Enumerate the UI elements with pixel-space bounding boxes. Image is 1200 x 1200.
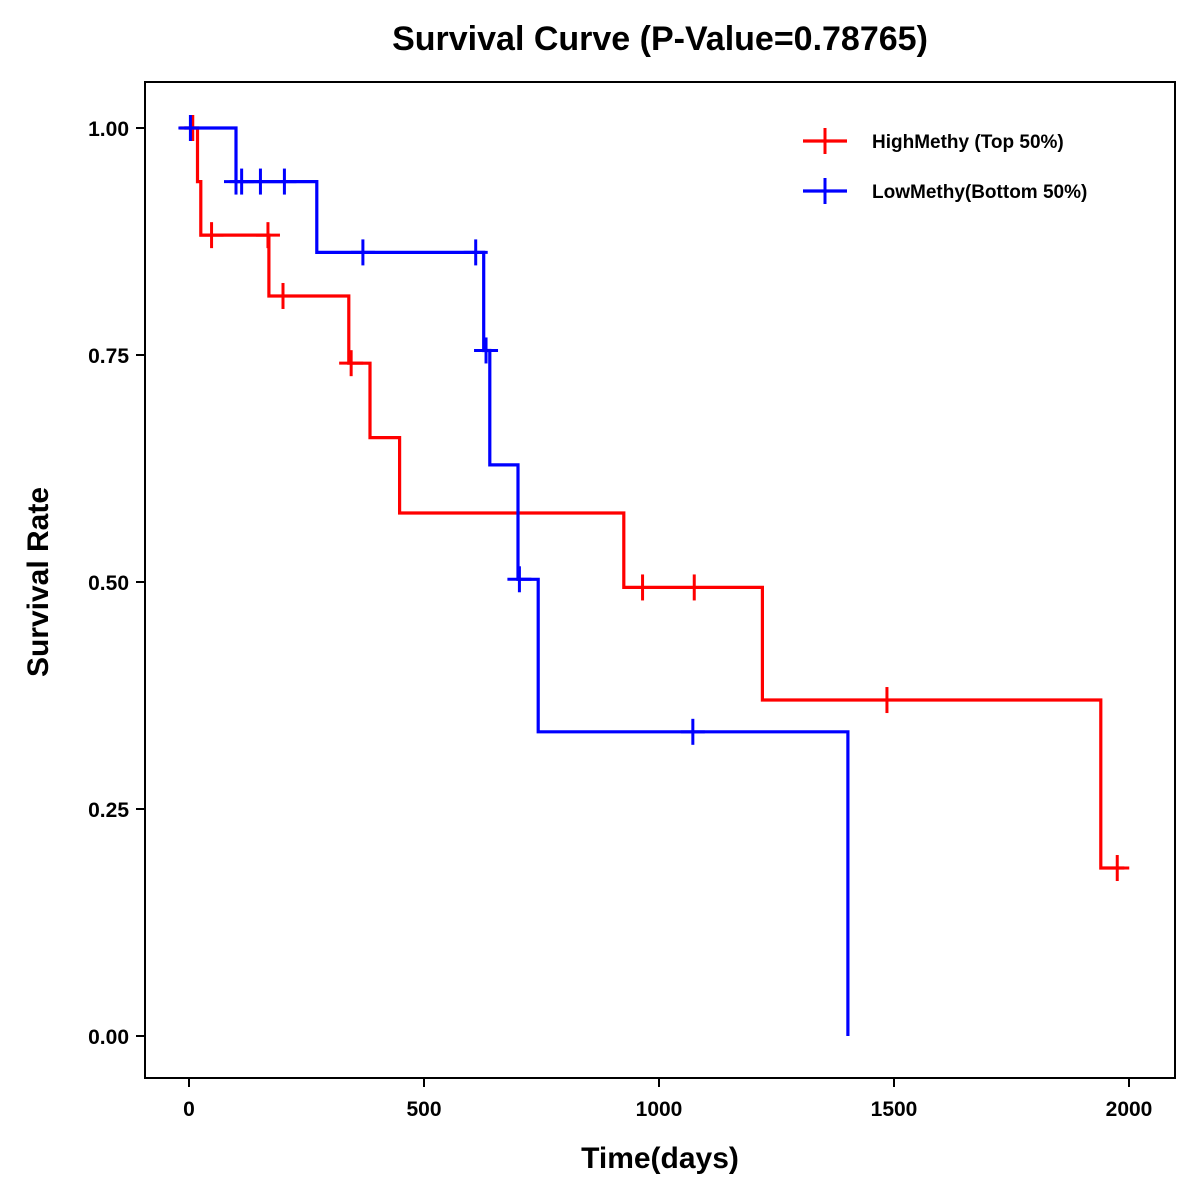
- legend-label: HighMethy (Top 50%): [872, 132, 1064, 153]
- series-low-methy: [178, 115, 850, 1036]
- censor-mark-low-methy: [248, 168, 273, 195]
- censor-mark-low-methy: [474, 337, 499, 364]
- chart-title: Survival Curve (P-Value=0.78765): [392, 20, 928, 58]
- censor-mark-high-methy: [1105, 855, 1130, 882]
- censor-mark-low-methy: [272, 168, 297, 195]
- x-tick-label: 2000: [1106, 1098, 1153, 1121]
- censor-mark-high-methy: [339, 350, 364, 377]
- censor-mark-low-methy: [463, 239, 488, 266]
- y-tick-label: 0.50: [88, 572, 129, 595]
- series-layer: [178, 115, 1130, 1036]
- x-axis-title: Time(days): [581, 1142, 739, 1175]
- legend-item-high-methy: HighMethy (Top 50%): [803, 128, 1064, 154]
- legend-item-low-methy: LowMethy(Bottom 50%): [803, 178, 1087, 204]
- censor-mark-low-methy: [507, 566, 532, 593]
- y-tick-label: 0.75: [88, 345, 129, 368]
- x-tick-label: 1000: [636, 1098, 683, 1121]
- censor-mark-high-methy: [630, 574, 655, 601]
- series-high-methy: [179, 115, 1130, 882]
- y-tick-label: 1.00: [88, 118, 129, 141]
- y-axis: 0.00 0.25 0.50 0.75 1.00: [88, 118, 145, 1049]
- censor-mark-high-methy: [682, 574, 707, 601]
- censor-mark-low-methy: [178, 115, 203, 141]
- censor-mark-high-methy: [874, 687, 899, 714]
- y-tick-label: 0.00: [88, 1026, 129, 1049]
- series-line-high-methy: [179, 126, 1125, 870]
- censor-mark-high-methy: [271, 282, 295, 309]
- legend: HighMethy (Top 50%) LowMethy(Bottom 50%): [803, 128, 1087, 204]
- y-axis-title: Survival Rate: [22, 487, 55, 677]
- x-axis: 0 500 1000 1500 2000: [183, 1078, 1152, 1121]
- censor-mark-low-methy: [350, 239, 375, 266]
- legend-label: LowMethy(Bottom 50%): [872, 182, 1087, 203]
- x-tick-label: 1500: [871, 1098, 918, 1121]
- censor-mark-high-methy: [255, 222, 280, 249]
- censor-mark-high-methy: [199, 222, 224, 249]
- x-tick-label: 0: [183, 1098, 195, 1121]
- x-tick-label: 500: [406, 1098, 441, 1121]
- censor-mark-low-methy: [680, 718, 705, 745]
- y-tick-label: 0.25: [88, 799, 129, 822]
